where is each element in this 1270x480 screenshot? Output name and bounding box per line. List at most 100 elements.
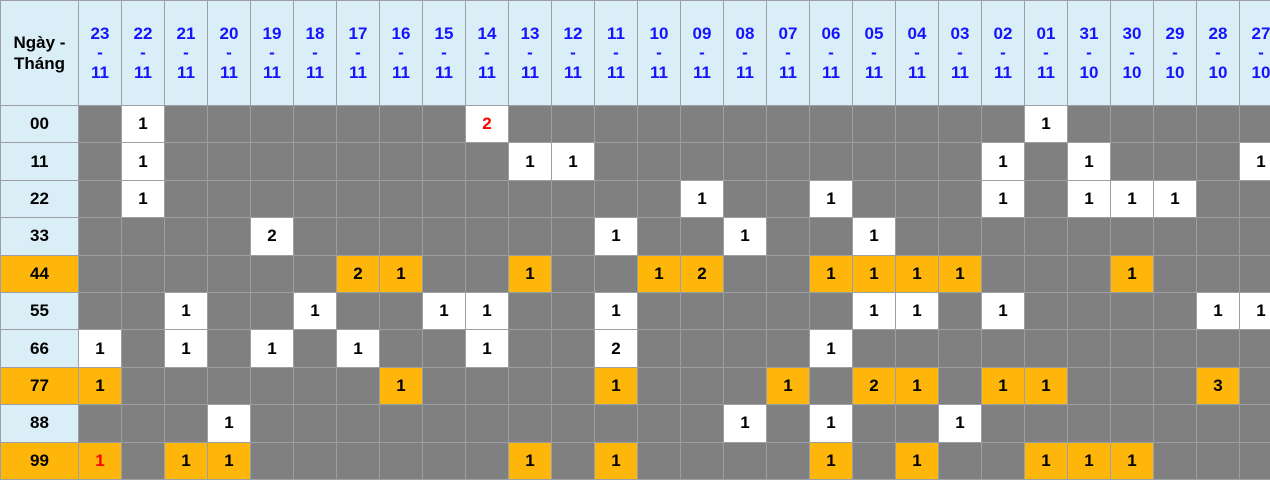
empty-cell[interactable] (293, 441, 337, 480)
empty-cell[interactable] (78, 254, 122, 293)
empty-cell[interactable] (121, 291, 165, 331)
empty-cell[interactable] (551, 366, 595, 406)
empty-cell[interactable] (938, 441, 982, 480)
empty-cell[interactable] (1153, 142, 1197, 181)
empty-cell[interactable] (121, 441, 165, 480)
empty-cell[interactable] (809, 217, 853, 256)
empty-cell[interactable] (379, 179, 423, 219)
empty-cell[interactable] (1239, 441, 1270, 480)
empty-cell[interactable] (465, 142, 509, 181)
empty-cell[interactable] (1024, 142, 1068, 181)
empty-cell[interactable] (551, 179, 595, 219)
empty-cell[interactable] (895, 404, 939, 443)
empty-cell[interactable] (1239, 254, 1270, 293)
empty-cell[interactable] (723, 254, 767, 293)
empty-cell[interactable] (465, 404, 509, 443)
empty-cell[interactable] (680, 142, 724, 181)
count-cell[interactable]: 1 (1024, 104, 1068, 144)
count-cell[interactable]: 1 (508, 142, 552, 181)
empty-cell[interactable] (895, 329, 939, 368)
empty-cell[interactable] (78, 217, 122, 256)
empty-cell[interactable] (723, 291, 767, 331)
count-cell[interactable]: 1 (551, 142, 595, 181)
empty-cell[interactable] (551, 441, 595, 480)
count-cell[interactable]: 1 (1067, 441, 1111, 480)
empty-cell[interactable] (207, 254, 251, 293)
empty-cell[interactable] (1110, 142, 1154, 181)
empty-cell[interactable] (637, 291, 681, 331)
empty-cell[interactable] (1024, 291, 1068, 331)
empty-cell[interactable] (164, 404, 208, 443)
empty-cell[interactable] (1239, 366, 1270, 406)
empty-cell[interactable] (1196, 329, 1240, 368)
empty-cell[interactable] (293, 217, 337, 256)
empty-cell[interactable] (1024, 217, 1068, 256)
empty-cell[interactable] (508, 366, 552, 406)
empty-cell[interactable] (379, 404, 423, 443)
empty-cell[interactable] (981, 217, 1025, 256)
row-label-11[interactable]: 11 (0, 142, 79, 181)
empty-cell[interactable] (508, 217, 552, 256)
empty-cell[interactable] (852, 179, 896, 219)
row-label-44[interactable]: 44 (0, 254, 79, 293)
count-cell[interactable]: 1 (809, 329, 853, 368)
empty-cell[interactable] (981, 104, 1025, 144)
empty-cell[interactable] (680, 404, 724, 443)
empty-cell[interactable] (809, 142, 853, 181)
empty-cell[interactable] (637, 329, 681, 368)
count-cell[interactable]: 1 (336, 329, 380, 368)
empty-cell[interactable] (680, 217, 724, 256)
empty-cell[interactable] (465, 254, 509, 293)
empty-cell[interactable] (766, 217, 810, 256)
empty-cell[interactable] (981, 254, 1025, 293)
empty-cell[interactable] (422, 404, 466, 443)
empty-cell[interactable] (1067, 329, 1111, 368)
count-cell[interactable]: 1 (594, 366, 638, 406)
count-cell[interactable]: 2 (852, 366, 896, 406)
row-label-88[interactable]: 88 (0, 404, 79, 443)
count-cell[interactable]: 1 (895, 291, 939, 331)
empty-cell[interactable] (293, 329, 337, 368)
count-cell[interactable]: 1 (809, 441, 853, 480)
empty-cell[interactable] (207, 329, 251, 368)
count-cell[interactable]: 1 (508, 254, 552, 293)
count-cell[interactable]: 1 (594, 441, 638, 480)
empty-cell[interactable] (895, 217, 939, 256)
empty-cell[interactable] (164, 179, 208, 219)
empty-cell[interactable] (1110, 104, 1154, 144)
empty-cell[interactable] (1153, 366, 1197, 406)
empty-cell[interactable] (1024, 179, 1068, 219)
empty-cell[interactable] (766, 179, 810, 219)
count-cell[interactable]: 1 (852, 254, 896, 293)
count-cell[interactable]: 1 (207, 441, 251, 480)
empty-cell[interactable] (336, 217, 380, 256)
empty-cell[interactable] (637, 142, 681, 181)
count-cell[interactable]: 1 (164, 329, 208, 368)
empty-cell[interactable] (981, 329, 1025, 368)
empty-cell[interactable] (422, 142, 466, 181)
count-cell[interactable]: 1 (78, 329, 122, 368)
count-cell[interactable]: 1 (895, 441, 939, 480)
empty-cell[interactable] (938, 366, 982, 406)
empty-cell[interactable] (1110, 366, 1154, 406)
empty-cell[interactable] (250, 404, 294, 443)
count-cell[interactable]: 1 (121, 179, 165, 219)
empty-cell[interactable] (207, 291, 251, 331)
count-cell[interactable]: 1 (895, 366, 939, 406)
empty-cell[interactable] (250, 142, 294, 181)
empty-cell[interactable] (164, 254, 208, 293)
empty-cell[interactable] (1067, 404, 1111, 443)
empty-cell[interactable] (293, 104, 337, 144)
count-cell[interactable]: 1 (1239, 142, 1270, 181)
empty-cell[interactable] (250, 104, 294, 144)
empty-cell[interactable] (723, 142, 767, 181)
empty-cell[interactable] (78, 179, 122, 219)
empty-cell[interactable] (78, 104, 122, 144)
empty-cell[interactable] (207, 366, 251, 406)
count-cell[interactable]: 1 (121, 104, 165, 144)
empty-cell[interactable] (293, 179, 337, 219)
empty-cell[interactable] (938, 142, 982, 181)
empty-cell[interactable] (852, 441, 896, 480)
empty-cell[interactable] (1153, 217, 1197, 256)
empty-cell[interactable] (293, 404, 337, 443)
